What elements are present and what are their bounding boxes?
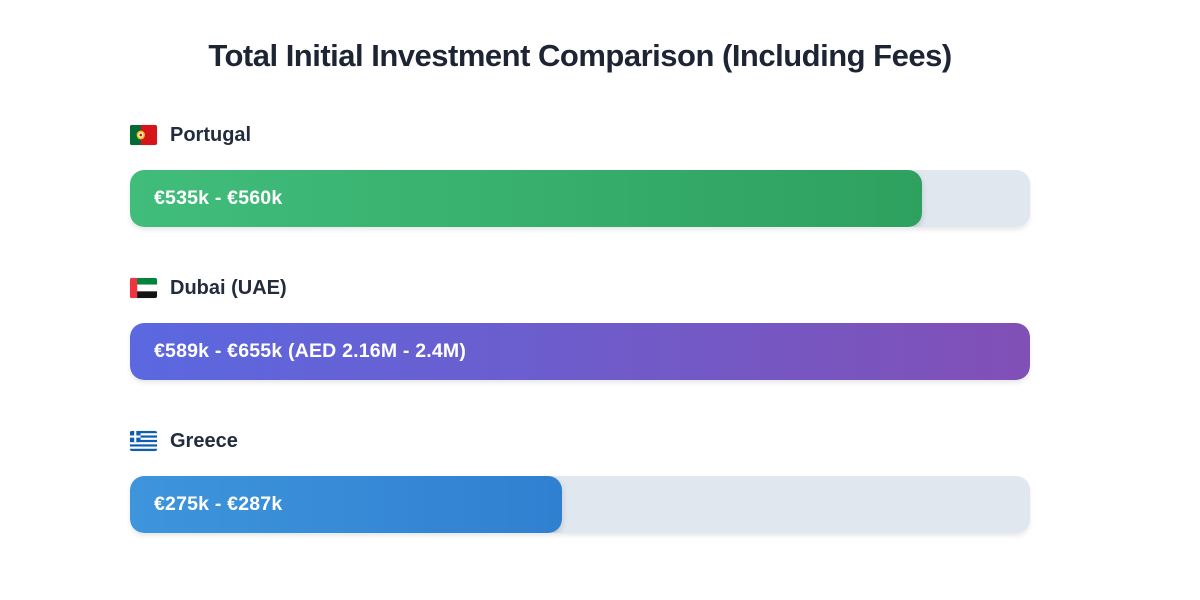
bar-value-label: €535k - €560k [154,186,283,209]
bar-value-label: €589k - €655k (AED 2.16M - 2.4M) [154,339,467,362]
bar-fill-portugal: €535k - €560k [130,169,922,227]
bar-track: €535k - €560k [130,169,1030,227]
chart-title: Total Initial Investment Comparison (Inc… [208,38,952,73]
bar-track: €589k - €655k (AED 2.16M - 2.4M) [130,322,1030,380]
country-label: Portugal [170,123,252,146]
country-label-row: Portugal [130,124,1030,147]
bar-fill-dubai: €589k - €655k (AED 2.16M - 2.4M) [130,322,1030,380]
uae-flag-icon [130,278,157,299]
bar-row-portugal: Portugal €535k - €560k [130,124,1030,227]
country-label-row: Dubai (UAE) [130,277,1030,300]
bar-row-dubai: Dubai (UAE) €589k - €655k (AED 2.16M - 2… [130,277,1030,380]
country-label: Dubai (UAE) [170,276,287,299]
bar-fill-greece: €275k - €287k [130,475,562,533]
investment-comparison-chart: Total Initial Investment Comparison (Inc… [130,0,1030,533]
bar-value-label: €275k - €287k [154,492,283,515]
country-label: Greece [170,429,238,452]
bar-track: €275k - €287k [130,475,1030,533]
bar-row-greece: Greece €275k - €287k [130,430,1030,533]
portugal-flag-icon [130,125,157,146]
greece-flag-icon [130,431,157,452]
country-label-row: Greece [130,430,1030,453]
